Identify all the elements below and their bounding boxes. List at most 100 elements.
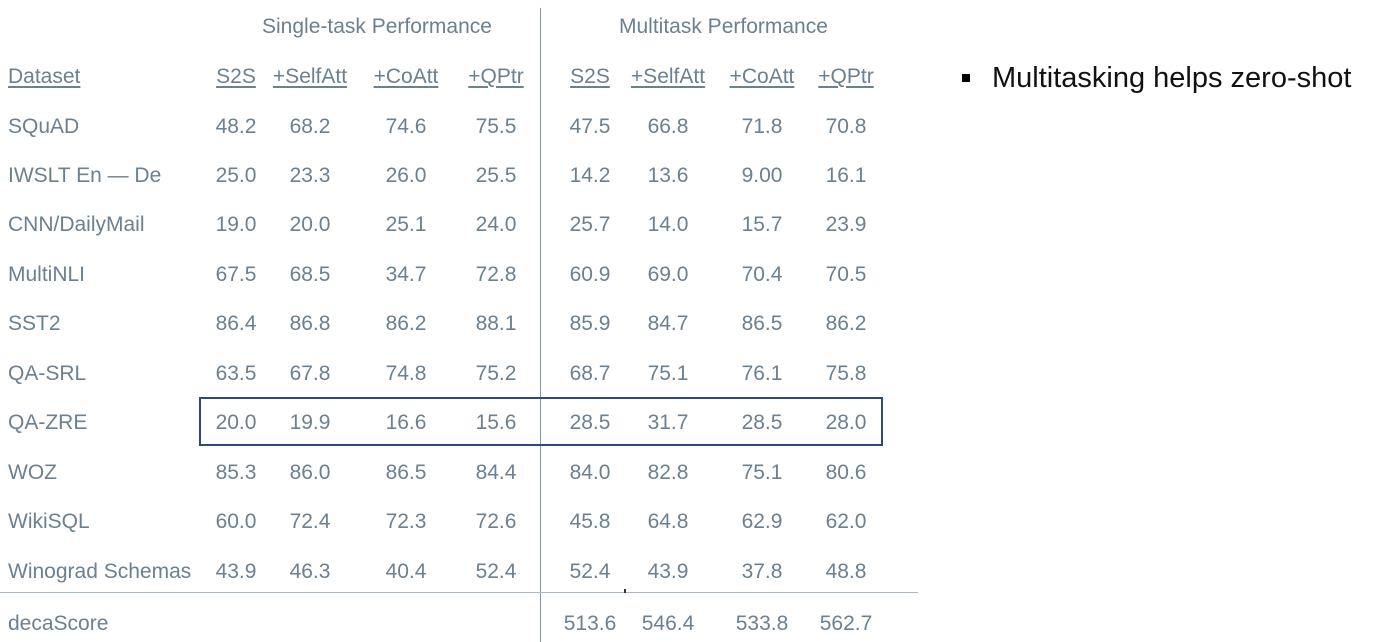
cell-multi: 69.0: [647, 263, 689, 286]
cell-single: 25.1: [385, 213, 427, 236]
cell-single: 20.0: [215, 411, 257, 434]
cell-single: 63.5: [215, 362, 257, 385]
cell-multi: 62.9: [741, 510, 783, 533]
cell-single: 60.0: [215, 510, 257, 533]
cell-multi: 76.1: [741, 362, 783, 385]
row-dataset-name: IWSLT En — De: [8, 164, 162, 187]
row-dataset-name: QA-ZRE: [8, 411, 88, 434]
cell-single: 20.0: [289, 213, 331, 236]
cell-single: 72.3: [385, 510, 427, 533]
total-label: decaScore: [8, 612, 109, 635]
bullet-marker-icon: [962, 74, 970, 82]
cell-multi: 13.6: [647, 164, 689, 187]
column-divider: [540, 8, 541, 642]
header-multi-0: S2S: [570, 65, 610, 88]
cell-single: 23.3: [289, 164, 331, 187]
cell-multi: 52.4: [569, 560, 611, 583]
cell-single: 72.4: [289, 510, 331, 533]
header-single-1: +SelfAtt: [272, 65, 348, 88]
bullet-text: Multitasking helps zero-shot: [992, 62, 1352, 94]
cell-multi: 43.9: [647, 560, 689, 583]
cell-single: 43.9: [215, 560, 257, 583]
stray-mark: [624, 589, 626, 593]
cell-multi: 23.9: [825, 213, 867, 236]
row-dataset-name: SST2: [8, 312, 61, 335]
cell-single: 25.5: [475, 164, 517, 187]
cell-single: 72.8: [475, 263, 517, 286]
cell-single: 67.8: [289, 362, 331, 385]
cell-single: 74.6: [385, 115, 427, 138]
cell-single: 46.3: [289, 560, 331, 583]
cell-multi: 70.4: [741, 263, 783, 286]
row-dataset-name: CNN/DailyMail: [8, 213, 145, 236]
cell-single: 88.1: [475, 312, 517, 335]
total-multi: 562.7: [819, 612, 873, 635]
cell-single: 72.6: [475, 510, 517, 533]
cell-multi: 14.0: [647, 213, 689, 236]
cell-multi: 85.9: [569, 312, 611, 335]
cell-multi: 9.00: [741, 164, 783, 187]
cell-single: 68.2: [289, 115, 331, 138]
header-single-2: +CoAtt: [373, 65, 439, 88]
row-dataset-name: MultiNLI: [8, 263, 86, 286]
total-multi: 546.4: [641, 612, 695, 635]
cell-multi: 47.5: [569, 115, 611, 138]
cell-multi: 86.2: [825, 312, 867, 335]
cell-multi: 70.5: [825, 263, 867, 286]
cell-multi: 15.7: [741, 213, 783, 236]
cell-single: 86.4: [215, 312, 257, 335]
header-dataset: Dataset: [8, 65, 81, 88]
cell-multi: 28.5: [741, 411, 783, 434]
cell-single: 84.4: [475, 461, 517, 484]
cell-single: 85.3: [215, 461, 257, 484]
cell-multi: 31.7: [647, 411, 689, 434]
cell-multi: 68.7: [569, 362, 611, 385]
header-single-3: +QPtr: [468, 65, 524, 88]
cell-multi: 48.8: [825, 560, 867, 583]
cell-multi: 70.8: [825, 115, 867, 138]
cell-single: 48.2: [215, 115, 257, 138]
row-dataset-name: WikiSQL: [8, 510, 90, 533]
cell-multi: 66.8: [647, 115, 689, 138]
header-multi-3: +QPtr: [818, 65, 874, 88]
cell-single: 15.6: [475, 411, 517, 434]
cell-multi: 75.1: [647, 362, 689, 385]
cell-multi: 28.5: [569, 411, 611, 434]
header-single-0: S2S: [216, 65, 256, 88]
cell-multi: 71.8: [741, 115, 783, 138]
cell-multi: 37.8: [741, 560, 783, 583]
cell-single: 19.0: [215, 213, 257, 236]
total-divider: [0, 592, 918, 593]
cell-multi: 28.0: [825, 411, 867, 434]
cell-multi: 80.6: [825, 461, 867, 484]
cell-multi: 82.8: [647, 461, 689, 484]
header-multi-1: +SelfAtt: [630, 65, 706, 88]
cell-single: 68.5: [289, 263, 331, 286]
cell-single: 67.5: [215, 263, 257, 286]
cell-multi: 16.1: [825, 164, 867, 187]
total-multi: 533.8: [735, 612, 789, 635]
cell-multi: 75.1: [741, 461, 783, 484]
cell-single: 74.8: [385, 362, 427, 385]
cell-single: 86.5: [385, 461, 427, 484]
highlight-box-qa-zre: [199, 397, 883, 446]
cell-single: 16.6: [385, 411, 427, 434]
cell-single: 86.2: [385, 312, 427, 335]
cell-single: 24.0: [475, 213, 517, 236]
cell-single: 34.7: [385, 263, 427, 286]
single-task-title: Single-task Performance: [262, 15, 492, 38]
cell-multi: 62.0: [825, 510, 867, 533]
cell-multi: 84.7: [647, 312, 689, 335]
row-dataset-name: SQuAD: [8, 115, 80, 138]
header-multi-2: +CoAtt: [729, 65, 795, 88]
row-dataset-name: WOZ: [8, 461, 57, 484]
multitask-title: Multitask Performance: [619, 15, 828, 38]
cell-single: 86.8: [289, 312, 331, 335]
cell-multi: 75.8: [825, 362, 867, 385]
cell-multi: 64.8: [647, 510, 689, 533]
cell-multi: 60.9: [569, 263, 611, 286]
cell-single: 26.0: [385, 164, 427, 187]
cell-multi: 86.5: [741, 312, 783, 335]
cell-single: 75.2: [475, 362, 517, 385]
cell-single: 75.5: [475, 115, 517, 138]
